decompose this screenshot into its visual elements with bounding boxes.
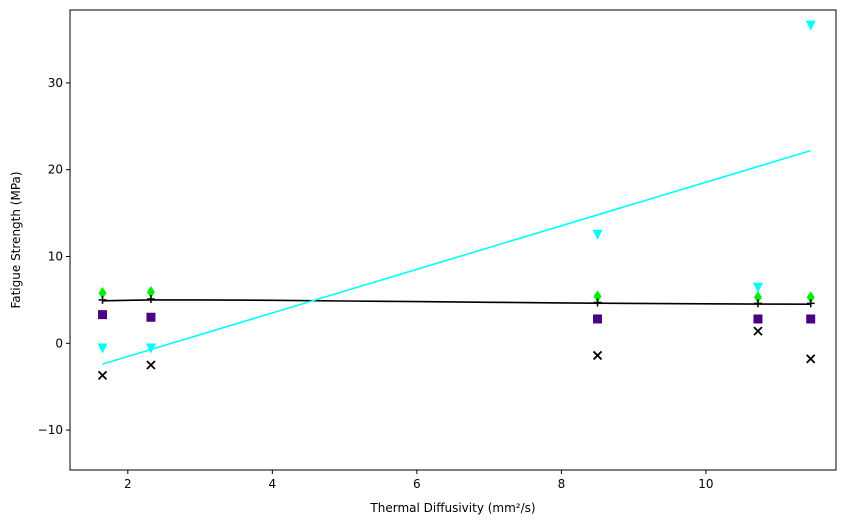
plot-area	[97, 20, 816, 381]
data-point-plus	[753, 299, 762, 308]
y-axis-label: Fatigue Strength (MPa)	[9, 171, 23, 308]
data-point-triangle-down	[97, 343, 108, 354]
data-point-diamond	[593, 290, 602, 303]
data-point-x	[146, 360, 156, 370]
data-point-triangle-down	[592, 229, 603, 240]
x-tick-label: 2	[124, 477, 132, 491]
x-tick-label: 8	[558, 477, 566, 491]
data-point-plus	[146, 295, 155, 304]
y-tick-label: 0	[55, 336, 63, 350]
data-point-diamond	[806, 291, 815, 304]
data-point-diamond	[753, 291, 762, 304]
axes-frame	[69, 9, 837, 471]
y-axis: −10 0 10 20 30	[38, 76, 70, 437]
data-point-square	[146, 312, 156, 322]
data-point-plus	[98, 295, 107, 304]
y-tick-label: −10	[38, 423, 63, 437]
data-point-x	[753, 326, 763, 336]
data-point-square	[806, 314, 816, 324]
data-point-diamond	[98, 286, 107, 299]
x-tick-label: 6	[413, 477, 421, 491]
data-point-x	[97, 370, 108, 381]
data-point-x	[806, 354, 816, 364]
y-tick-label: 20	[48, 163, 63, 177]
data-point-plus	[593, 298, 602, 307]
data-point-plus	[806, 299, 815, 308]
x-tick-label: 4	[269, 477, 277, 491]
data-point-triangle-down	[805, 20, 816, 31]
data-point-triangle-down	[752, 282, 763, 293]
y-tick-label: 10	[48, 249, 63, 263]
data-point-diamond	[146, 286, 155, 299]
fit-line-0	[102, 299, 811, 306]
y-tick-label: 30	[48, 76, 63, 90]
x-tick-label: 10	[698, 477, 713, 491]
data-point-square	[98, 310, 108, 320]
fit-line-1	[102, 149, 811, 365]
data-point-x	[592, 350, 603, 361]
x-axis-label: Thermal Diffusivity (mm²/s)	[369, 501, 535, 515]
data-point-triangle-down	[145, 343, 156, 354]
data-point-square	[593, 314, 603, 324]
data-point-square	[753, 314, 763, 324]
x-axis: 2 4 6 8 10	[124, 470, 714, 491]
